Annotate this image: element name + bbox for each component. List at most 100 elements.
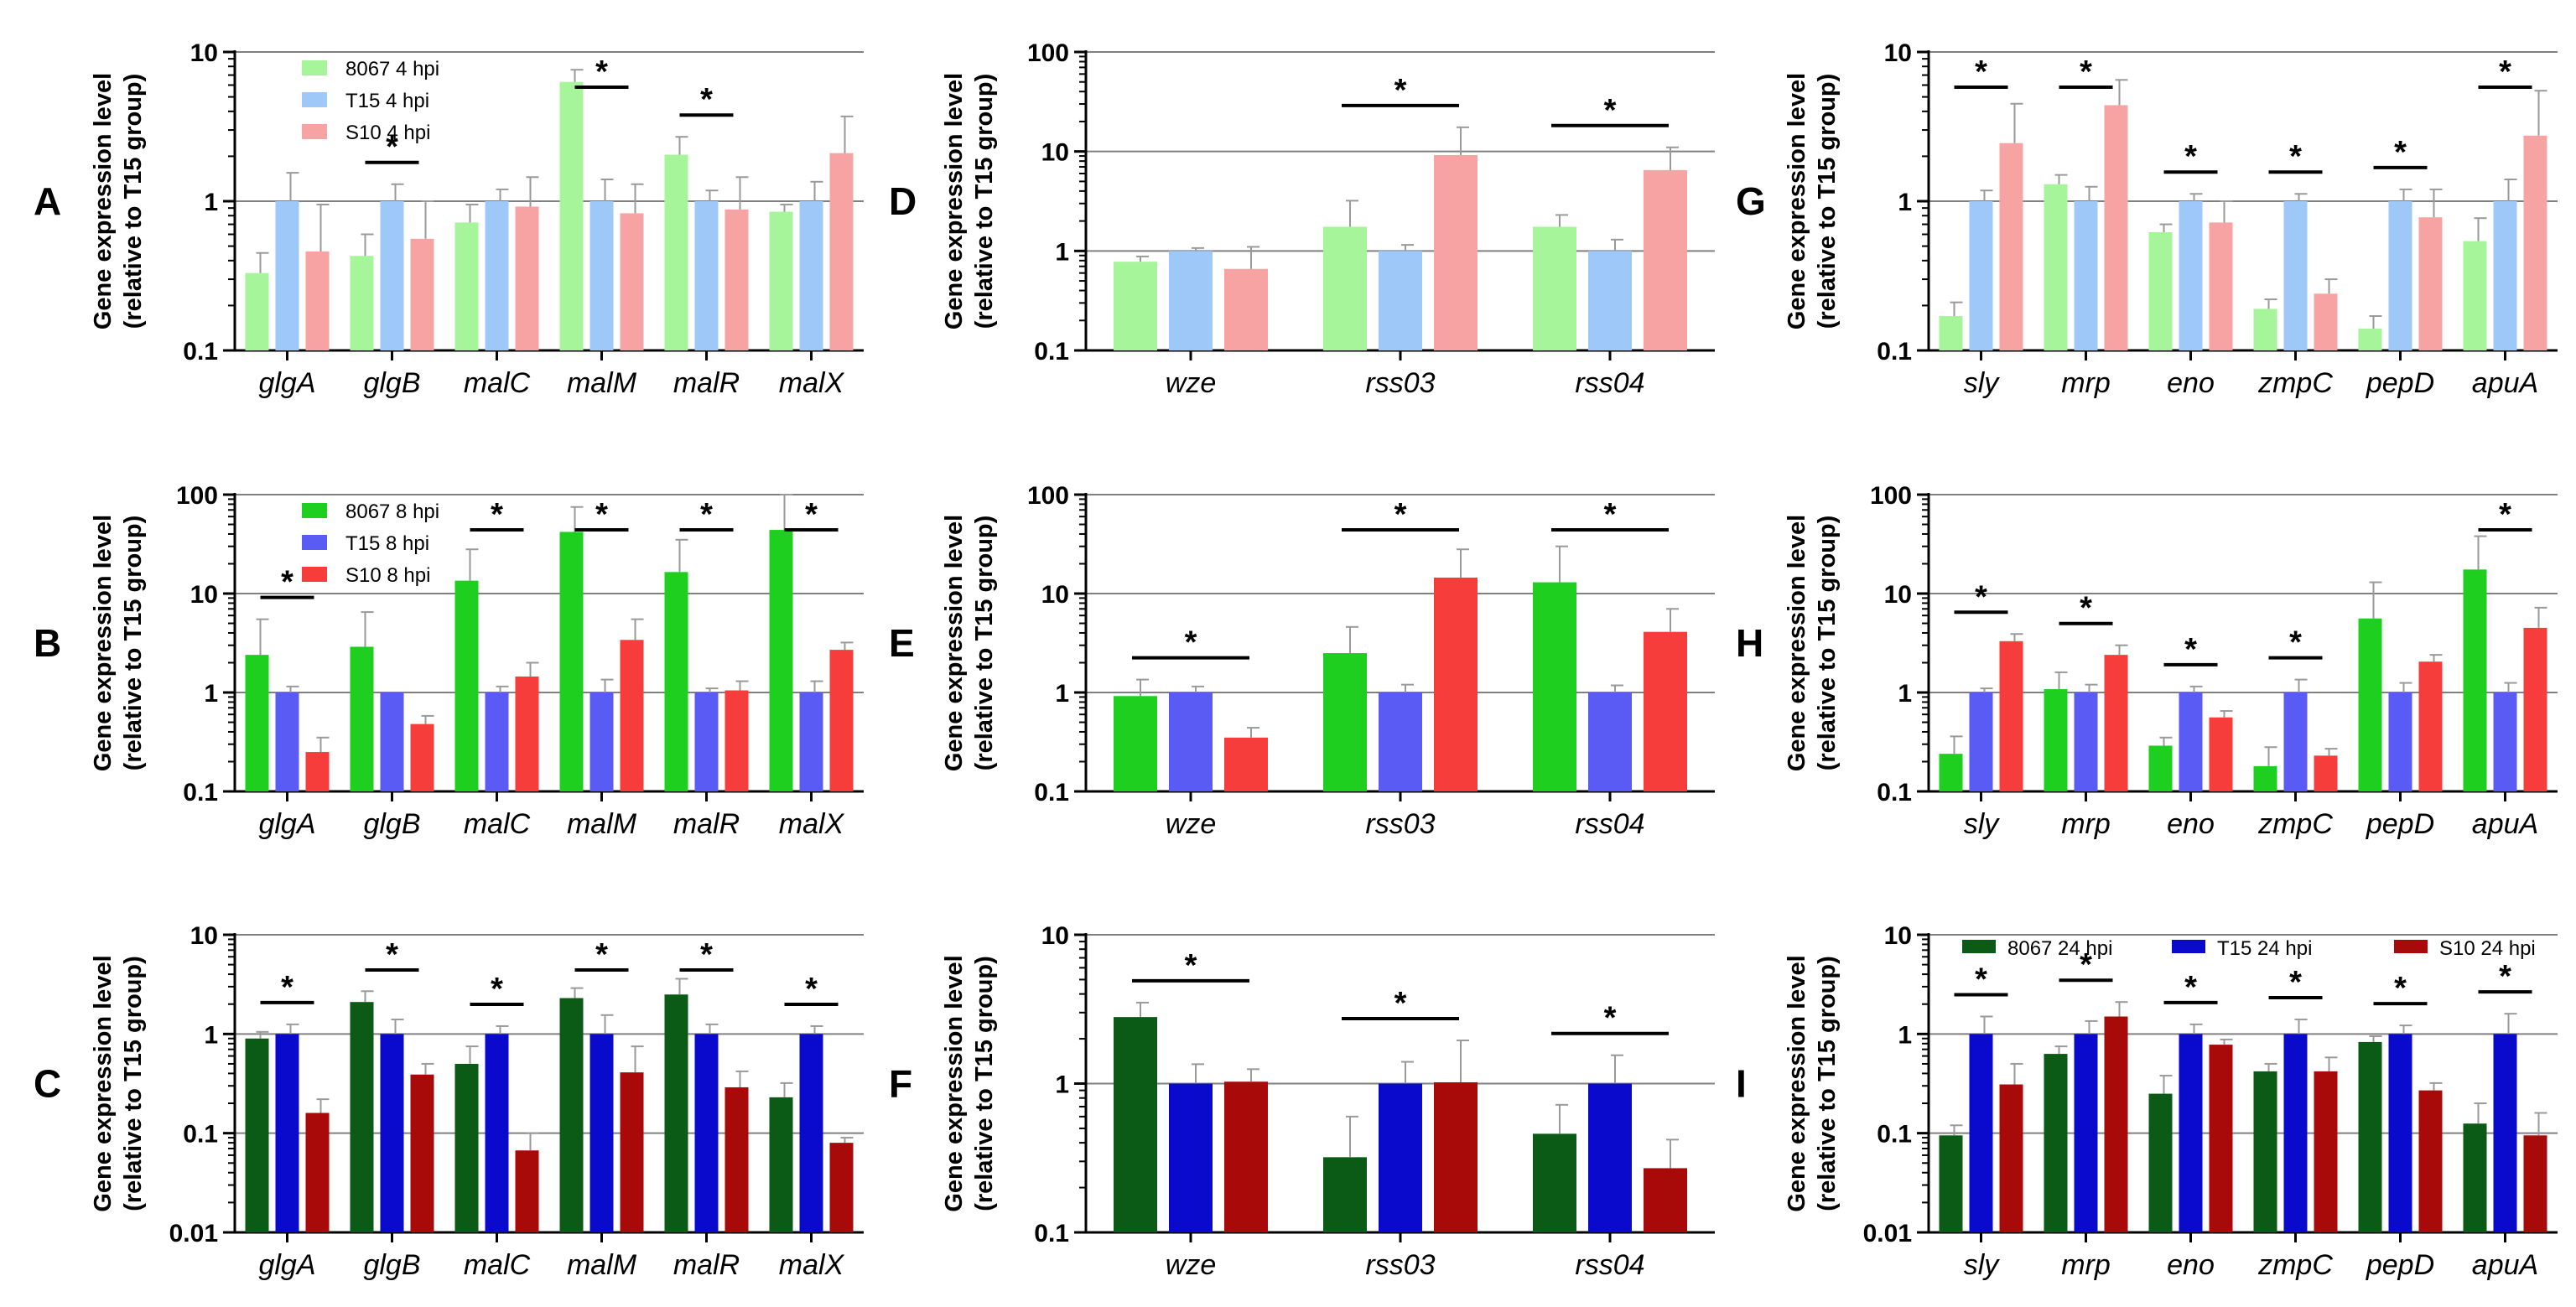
y-tick-label: 0.1	[1877, 1121, 1912, 1149]
bar-8067-rss04	[1533, 582, 1576, 791]
x-tick-label: malR	[673, 808, 740, 840]
legend-label: S10 24 hpi	[2439, 937, 2536, 960]
significance-star: *	[1975, 579, 1987, 615]
significance-star: *	[1604, 93, 1617, 128]
bar-8067-malR	[664, 994, 688, 1232]
y-tick-label: 0.01	[1863, 1220, 1912, 1247]
bar-8067-sly	[1939, 754, 1963, 791]
y-axis-label: Gene expression level (relative to T15 gr…	[1784, 955, 1841, 1211]
x-tick-label: glgA	[258, 808, 315, 840]
y-tick-label: 1	[1055, 680, 1069, 708]
bar-8067-eno	[2148, 745, 2173, 791]
panel-E: E Gene expression level (relative to T15 g…	[889, 482, 1715, 840]
bar-T15-malM	[589, 692, 614, 791]
x-tick-label: pepD	[2366, 808, 2434, 840]
bar-S10-wze	[1224, 1081, 1268, 1232]
bar-S10-mrp	[2104, 105, 2128, 350]
y-tick-label: 1	[1055, 1071, 1069, 1099]
bar-S10-malC	[515, 676, 539, 791]
bar-8067-glgA	[245, 655, 269, 791]
bar-S10-malX	[829, 650, 854, 791]
y-axis-label-line1: Gene expression level	[90, 73, 117, 329]
x-tick-label: malC	[464, 1249, 531, 1281]
bar-S10-mrp	[2104, 655, 2128, 791]
significance-star: *	[2499, 959, 2511, 994]
bar-S10-apuA	[2523, 135, 2547, 351]
bar-8067-malR	[664, 154, 688, 350]
bar-T15-glgB	[380, 1034, 404, 1232]
bar-8067-glgB	[350, 646, 374, 791]
significance-star: *	[1394, 497, 1407, 532]
bar-S10-pepD	[2418, 661, 2443, 791]
x-tick-label: sly	[1964, 367, 2001, 399]
x-tick-label: glgB	[363, 1249, 420, 1281]
bar-8067-pepD	[2358, 1041, 2382, 1232]
y-tick-label: 10	[1884, 922, 1912, 950]
panel-label: F	[889, 1062, 912, 1106]
x-tick-label: mrp	[2061, 1249, 2111, 1281]
y-axis-label: Gene expression level (relative to T15 gr…	[941, 515, 998, 771]
significance-star: *	[2289, 965, 2302, 1000]
significance-star: *	[1604, 497, 1617, 532]
bar-S10-glgA	[305, 752, 330, 791]
bar-S10-malC	[515, 1150, 539, 1232]
significance-star: *	[700, 82, 713, 117]
bar-S10-malM	[620, 640, 644, 791]
y-tick-label: 10	[190, 922, 218, 950]
legend-label: 8067 24 hpi	[2007, 937, 2112, 960]
bar-8067-malC	[454, 580, 479, 791]
y-tick-label: 0.1	[1034, 779, 1069, 807]
y-axis-label-line1: Gene expression level	[1784, 515, 1810, 771]
significance-star: *	[2184, 970, 2197, 1005]
y-tick-label: 1	[1898, 189, 1912, 216]
panel-label: D	[889, 179, 917, 223]
x-tick-label: rss04	[1575, 1249, 1644, 1281]
bar-T15-malX	[799, 1034, 823, 1232]
panel-B: B Gene expression level (relative to T15 g…	[34, 482, 864, 840]
significance-star: *	[491, 497, 503, 532]
significance-star: *	[386, 937, 398, 972]
bar-T15-zmpC	[2283, 201, 2308, 350]
bar-8067-wze	[1114, 696, 1157, 791]
bar-S10-glgB	[410, 238, 434, 350]
bar-S10-malR	[724, 1087, 749, 1232]
x-tick-label: apuA	[2472, 808, 2538, 840]
bar-T15-malR	[694, 692, 719, 791]
bar-S10-rss04	[1644, 169, 1687, 350]
x-tick-label: malM	[567, 808, 637, 840]
y-tick-label: 1	[1898, 1021, 1912, 1049]
bar-8067-rss03	[1323, 226, 1367, 350]
significance-star: *	[281, 970, 293, 1005]
x-tick-label: malX	[779, 367, 845, 399]
significance-star: *	[2499, 54, 2511, 90]
x-tick-label: mrp	[2061, 367, 2111, 399]
bar-T15-pepD	[2388, 692, 2412, 791]
significance-star: *	[2080, 947, 2092, 983]
bar-8067-apuA	[2463, 569, 2487, 791]
x-tick-label: sly	[1964, 1249, 2001, 1281]
panel-label: C	[34, 1062, 61, 1106]
bar-8067-glgA	[245, 1038, 269, 1232]
y-tick-label: 1	[204, 189, 218, 216]
x-tick-label: malM	[567, 1249, 637, 1281]
x-tick-label: wze	[1166, 1249, 1216, 1281]
y-tick-label: 10	[190, 39, 218, 67]
bar-S10-eno	[2209, 717, 2233, 791]
significance-star: *	[805, 972, 818, 1007]
legend-swatch	[302, 535, 327, 550]
bar-T15-glgA	[275, 692, 299, 791]
bar-8067-wze	[1114, 262, 1157, 350]
legend-swatch	[302, 60, 327, 75]
bar-S10-mrp	[2104, 1016, 2128, 1232]
bar-T15-malC	[485, 1034, 509, 1232]
x-tick-label: malC	[464, 367, 531, 399]
y-tick-label: 0.1	[1877, 779, 1912, 807]
y-axis-label: Gene expression level (relative to T15 gr…	[941, 955, 998, 1211]
bar-T15-pepD	[2388, 1034, 2412, 1232]
bar-8067-malX	[769, 1097, 793, 1232]
bar-S10-zmpC	[2314, 1071, 2338, 1232]
x-tick-label: malX	[779, 1249, 845, 1281]
bar-8067-zmpC	[2253, 309, 2277, 350]
x-tick-label: rss03	[1365, 367, 1435, 399]
y-axis-label-line1: Gene expression level	[941, 955, 968, 1211]
